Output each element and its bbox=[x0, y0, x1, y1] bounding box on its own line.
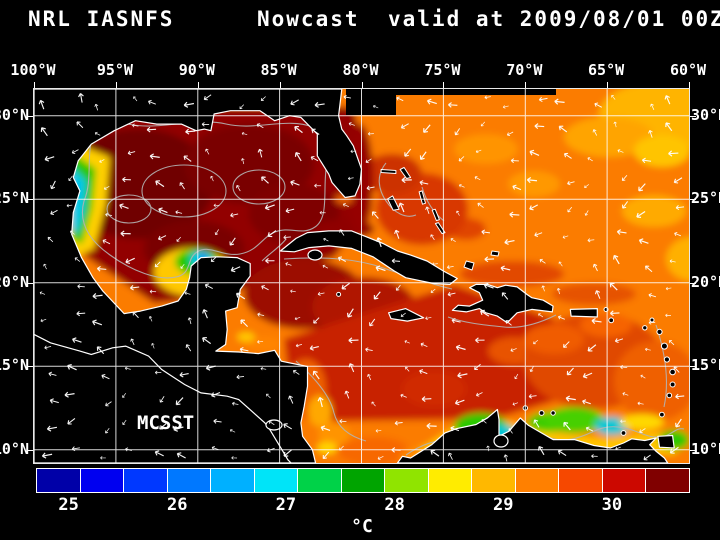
colorbar bbox=[36, 468, 690, 493]
lon-label: 65°W bbox=[588, 61, 625, 79]
axis-tick bbox=[690, 115, 696, 117]
model-name: NRL IASNFS bbox=[28, 7, 175, 31]
lat-label: 15°N bbox=[0, 356, 29, 375]
lat-label: 20°N bbox=[0, 272, 29, 291]
axis-tick bbox=[690, 282, 696, 284]
lon-label: 60°W bbox=[669, 61, 707, 79]
axis-tick bbox=[525, 82, 527, 88]
colorbar-units: °C bbox=[351, 516, 373, 537]
lon-label: 85°W bbox=[260, 61, 297, 79]
axis-tick bbox=[115, 82, 117, 88]
land-puerto-rico bbox=[569, 308, 598, 318]
lon-axis: 100°W 95°W 90°W 85°W 80°W 75°W 70°W 65°W 60°W bbox=[10, 61, 706, 81]
colorbar-tick-label: 29 bbox=[493, 495, 514, 515]
axis-tick bbox=[34, 82, 35, 88]
colorbar-cell bbox=[166, 469, 211, 492]
axis-tick bbox=[27, 366, 33, 368]
grid-lines bbox=[34, 89, 689, 463]
lon-label: 70°W bbox=[506, 61, 543, 79]
colorbar-cell bbox=[79, 469, 124, 492]
pacific-coastline bbox=[34, 333, 509, 463]
lat-label: 10°N bbox=[0, 439, 29, 458]
axis-tick bbox=[690, 366, 696, 368]
axis-tick bbox=[443, 82, 445, 88]
colorbar-cell bbox=[253, 469, 298, 492]
axis-tick bbox=[690, 199, 696, 201]
lon-label: 95°W bbox=[96, 61, 133, 79]
axis-tick bbox=[607, 82, 609, 88]
map-frame: MCSST bbox=[27, 82, 696, 464]
colorbar-cell bbox=[123, 469, 167, 492]
map-svg: MCSST bbox=[34, 89, 689, 463]
lat-label: 20°N bbox=[691, 272, 720, 291]
lat-label: 25°N bbox=[0, 189, 29, 208]
land-isle-of-youth bbox=[307, 249, 323, 261]
axis-tick bbox=[361, 82, 363, 88]
lat-label: 15°N bbox=[691, 356, 720, 375]
colorbar-tick-label: 28 bbox=[384, 495, 405, 515]
colorbar-ticks: 25 26 27 28 29 30 bbox=[36, 495, 688, 515]
valid-time: valid at 2009/08/01 00Z bbox=[388, 7, 720, 31]
lat-label: 30°N bbox=[691, 105, 720, 124]
colorbar-tick-label: 26 bbox=[167, 495, 188, 515]
lat-label: 30°N bbox=[0, 105, 29, 124]
lon-label: 75°W bbox=[424, 61, 461, 79]
axis-tick bbox=[197, 82, 199, 88]
lon-label: 100°W bbox=[10, 61, 56, 79]
axis-tick bbox=[27, 115, 33, 117]
colorbar-cell bbox=[514, 469, 559, 492]
axis-tick bbox=[27, 282, 33, 284]
product-name: Nowcast bbox=[257, 7, 360, 31]
lat-axis-right: 30°N 25°N 20°N 15°N 10°N bbox=[691, 88, 720, 462]
axis-tick bbox=[27, 449, 33, 451]
axis-tick bbox=[279, 82, 281, 88]
colorbar-cell bbox=[601, 469, 646, 492]
lat-label: 25°N bbox=[691, 189, 720, 208]
colorbar-cell bbox=[558, 469, 602, 492]
colorbar-cell bbox=[210, 469, 254, 492]
lat-axis-left: 30°N 25°N 20°N 15°N 10°N bbox=[0, 88, 31, 462]
land-hispaniola bbox=[451, 283, 554, 324]
colorbar-tick-label: 30 bbox=[601, 495, 623, 515]
colorbar-cell bbox=[384, 469, 428, 492]
colorbar-cell bbox=[297, 469, 341, 492]
axis-tick bbox=[690, 449, 696, 451]
colorbar-cell bbox=[645, 469, 689, 492]
colorbar-cell bbox=[37, 469, 80, 492]
domain-edge-strip bbox=[396, 89, 556, 95]
land-bahamas bbox=[380, 167, 500, 271]
axis-tick bbox=[27, 199, 33, 201]
lake-maracaibo bbox=[493, 434, 509, 448]
domain-edge-mask bbox=[346, 89, 396, 115]
lon-label: 80°W bbox=[342, 61, 379, 79]
axis-tick bbox=[689, 82, 690, 88]
colorbar-cell bbox=[427, 469, 472, 492]
land-jamaica bbox=[388, 308, 425, 322]
colorbar-tick-label: 25 bbox=[58, 495, 79, 515]
lat-label: 10°N bbox=[691, 439, 720, 458]
colorbar-cell bbox=[471, 469, 515, 492]
colorbar-tick-label: 27 bbox=[275, 495, 297, 515]
land-trinidad bbox=[657, 434, 675, 449]
colorbar-cell bbox=[340, 469, 385, 492]
lon-label: 90°W bbox=[178, 61, 215, 79]
mcsst-label: MCSST bbox=[137, 412, 194, 434]
